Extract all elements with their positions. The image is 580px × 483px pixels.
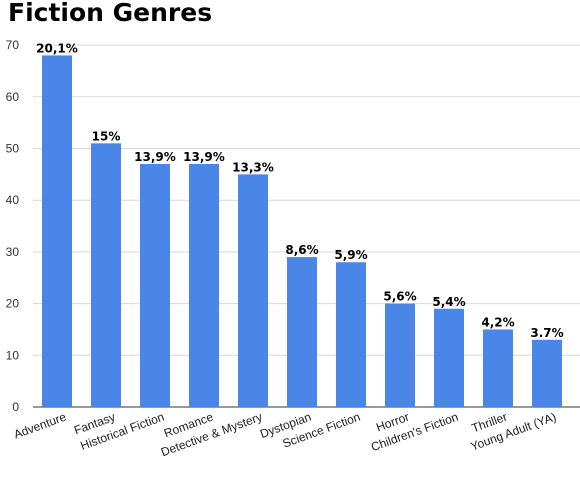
bar [336, 262, 366, 407]
bar [287, 257, 317, 407]
y-tick-label: 30 [6, 245, 20, 259]
data-label: 20,1% [36, 41, 78, 55]
bar [91, 143, 121, 407]
y-axis: 0 10 20 30 40 50 60 70 [6, 38, 20, 414]
data-label: 13,9% [134, 150, 176, 164]
data-label: 5,4% [432, 295, 465, 309]
bar [434, 308, 464, 407]
bar [532, 339, 562, 407]
y-tick-label: 20 [6, 297, 20, 311]
data-label: 15% [92, 129, 121, 143]
y-tick-label: 10 [6, 348, 20, 362]
y-tick-label: 40 [6, 193, 20, 207]
bar [189, 164, 219, 407]
data-label: 13,3% [232, 160, 274, 174]
x-tick-label: Adventure [12, 410, 68, 442]
bar [483, 329, 513, 407]
bar [385, 303, 415, 407]
y-tick-label: 50 [6, 142, 20, 156]
data-label: 5,6% [383, 290, 416, 304]
bar [140, 164, 170, 407]
data-label: 13,9% [183, 150, 225, 164]
bar [238, 174, 268, 407]
data-label: 3.7% [530, 326, 563, 340]
data-label: 8,6% [285, 243, 318, 257]
bars [42, 55, 562, 407]
data-label: 5,9% [334, 248, 367, 262]
chart-title: Fiction Genres [8, 0, 213, 27]
y-tick-label: 60 [6, 90, 20, 104]
y-tick-label: 0 [12, 400, 19, 414]
y-tick-label: 70 [6, 38, 20, 52]
data-label: 4,2% [481, 315, 514, 329]
data-labels: 20,1% 15% 13,9% 13,9% 13,3% 8,6% 5,9% 5,6% 5,4% 4… [36, 41, 563, 339]
bar [42, 55, 72, 407]
